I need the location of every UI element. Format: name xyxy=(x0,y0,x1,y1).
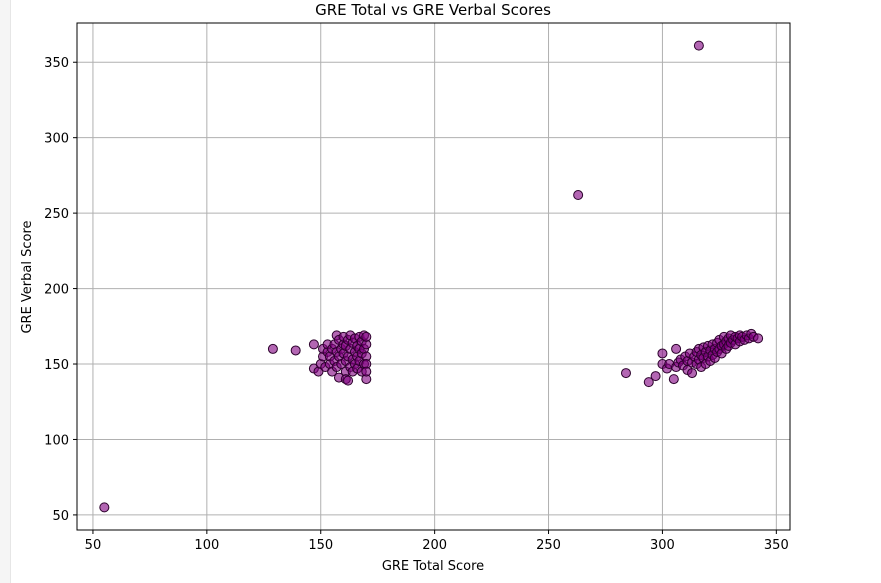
x-axis-label: GRE Total Score xyxy=(382,559,484,574)
data-point xyxy=(99,502,110,513)
data-point xyxy=(573,190,584,201)
y-tick-label: 50 xyxy=(52,509,69,524)
data-point xyxy=(668,374,679,385)
left-panel-strip xyxy=(0,0,11,583)
data-point xyxy=(693,40,704,51)
data-point xyxy=(657,348,668,359)
y-tick-label: 350 xyxy=(44,56,69,71)
data-point xyxy=(753,333,764,344)
data-point xyxy=(308,339,319,350)
data-point xyxy=(361,331,372,342)
data-point xyxy=(671,343,682,354)
chart-title: GRE Total vs GRE Verbal Scores xyxy=(315,1,551,19)
x-tick-label: 50 xyxy=(85,538,102,553)
y-tick-label: 300 xyxy=(44,132,69,147)
x-tick-label: 300 xyxy=(650,538,675,553)
plot-frame xyxy=(76,22,791,531)
grid-layer xyxy=(77,23,790,530)
x-tick-label: 250 xyxy=(536,538,561,553)
x-tick-label: 150 xyxy=(308,538,333,553)
x-tick-label: 350 xyxy=(764,538,789,553)
data-point xyxy=(687,368,698,379)
ticks-layer: 50 100 150 200 250 300 350 50 100 150 200 250 300 350 xyxy=(44,56,789,553)
points-layer xyxy=(99,40,764,513)
y-tick-label: 100 xyxy=(44,433,69,448)
data-point xyxy=(343,375,354,386)
y-tick-label: 250 xyxy=(44,207,69,222)
data-point xyxy=(643,377,654,388)
x-tick-label: 100 xyxy=(194,538,219,553)
x-tick-label: 200 xyxy=(422,538,447,553)
data-point xyxy=(650,371,661,382)
y-tick-label: 200 xyxy=(44,283,69,298)
data-point xyxy=(361,366,372,377)
data-point xyxy=(267,343,278,354)
data-point xyxy=(290,345,301,356)
data-point xyxy=(620,368,631,379)
y-axis-label: GRE Verbal Score xyxy=(20,220,35,333)
y-tick-label: 150 xyxy=(44,358,69,373)
